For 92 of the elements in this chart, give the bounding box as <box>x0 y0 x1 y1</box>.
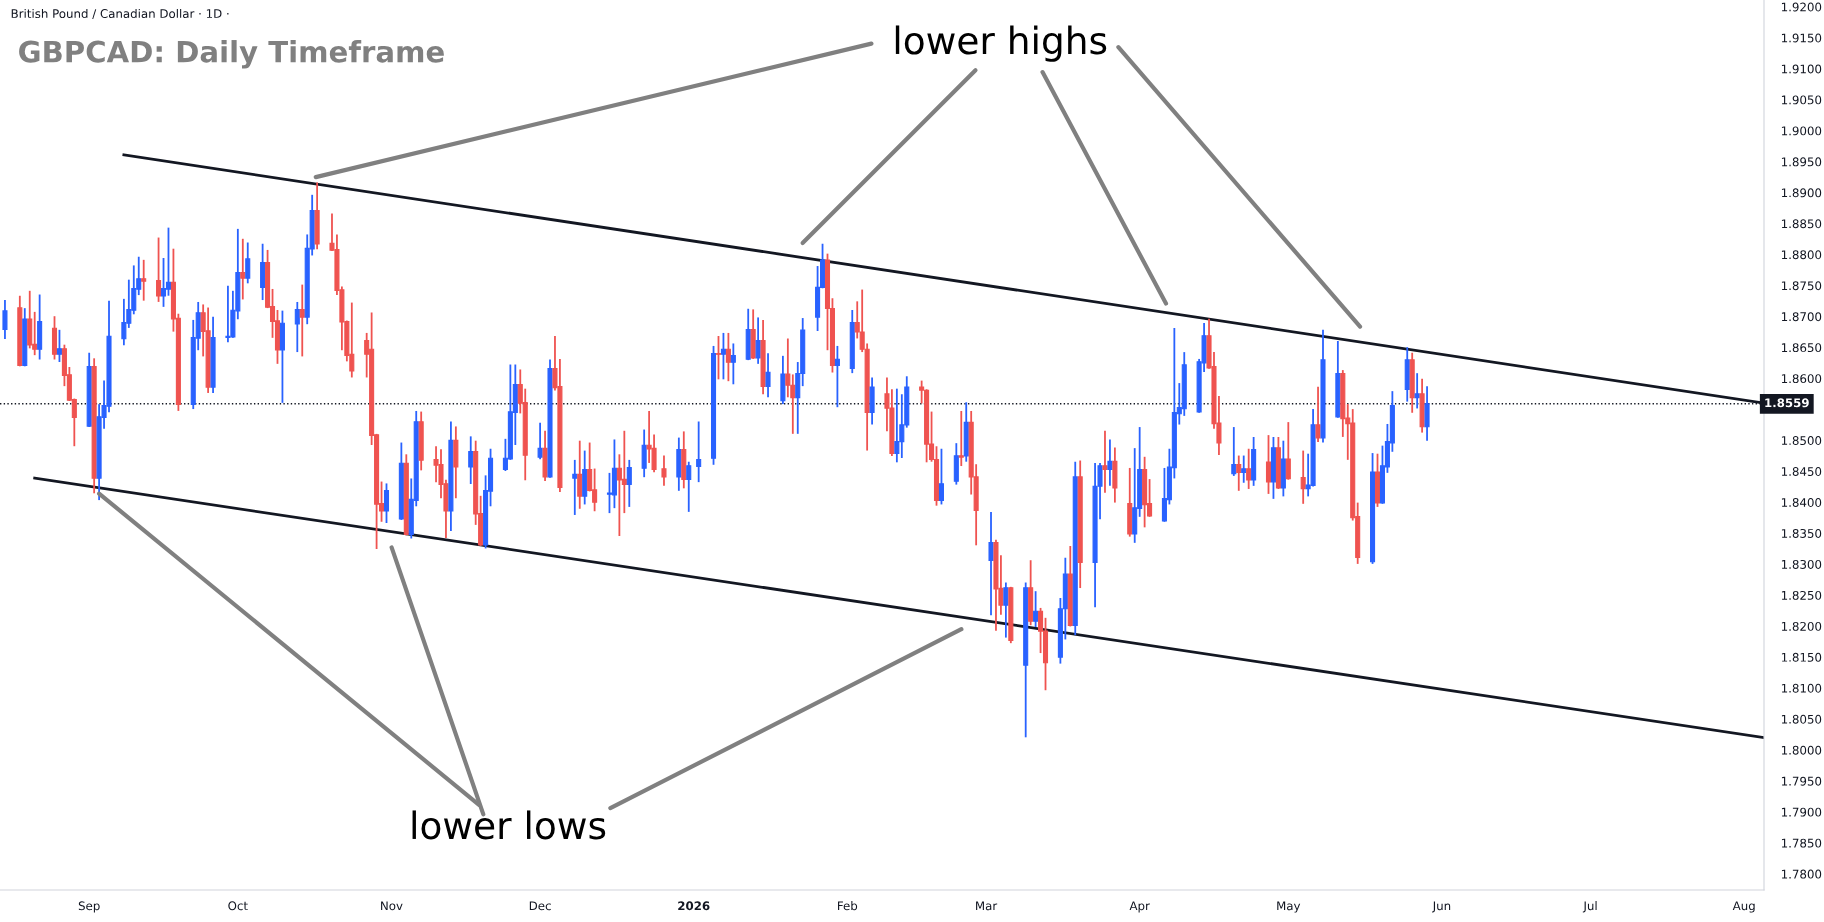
candlestick <box>240 238 246 300</box>
candlestick <box>834 345 840 408</box>
y-tick-label: 1.7850 <box>1781 838 1822 848</box>
y-tick-label: 1.8700 <box>1781 312 1822 322</box>
candlestick <box>958 410 964 467</box>
candlestick <box>1107 439 1113 486</box>
candlestick <box>1003 582 1009 638</box>
y-tick-label: 1.8250 <box>1781 590 1822 600</box>
candlestick <box>938 448 944 505</box>
y-tick-label: 1.9100 <box>1781 64 1822 74</box>
candlestick <box>988 511 994 616</box>
y-tick-label: 1.8300 <box>1781 559 1822 569</box>
candlestick <box>720 332 726 380</box>
candlestick <box>765 353 771 398</box>
candlestick <box>661 455 667 486</box>
y-tick-label: 1.9050 <box>1781 95 1822 105</box>
y-tick-label: 1.8600 <box>1781 374 1822 384</box>
candlestick <box>785 338 791 398</box>
candlestick <box>1231 427 1237 476</box>
y-tick-label: 1.8150 <box>1781 652 1822 662</box>
candlestick <box>572 459 578 515</box>
x-tick-label: Oct <box>228 901 248 911</box>
y-tick-label: 1.8450 <box>1781 467 1822 476</box>
candlestick <box>725 332 731 382</box>
candlestick <box>156 237 162 302</box>
candlestick <box>245 242 251 284</box>
candlestick <box>641 429 647 478</box>
candlestick <box>165 227 172 296</box>
candlestick <box>696 421 702 483</box>
x-tick-label: Mar <box>976 901 998 911</box>
x-tick-label: Dec <box>529 901 551 911</box>
candlestick <box>1102 430 1108 493</box>
x-tick-label: Apr <box>1129 901 1150 913</box>
candlestick <box>621 430 627 514</box>
x-tick-label: Feb <box>838 901 858 911</box>
y-tick-label: 1.8350 <box>1781 528 1822 538</box>
y-tick-label: 1.9150 <box>1781 33 1822 43</box>
candlestick <box>299 284 305 357</box>
candlestick <box>1285 422 1291 480</box>
y-tick-label: 1.8950 <box>1781 157 1822 167</box>
y-tick-label: 1.7950 <box>1781 776 1822 786</box>
candlestick <box>686 461 692 512</box>
candlestick <box>56 329 62 362</box>
text: GBPCAD: Daily Timeframe <box>19 40 444 69</box>
annotation: lower highs <box>895 25 1107 62</box>
x-tick-label: Sep <box>78 901 100 913</box>
candlestick <box>626 459 632 507</box>
y-tick-label: 1.8800 <box>1781 250 1822 260</box>
candlestick <box>537 422 543 460</box>
candlestick <box>1236 455 1242 491</box>
candlestick <box>160 257 167 307</box>
candlestick <box>894 388 900 463</box>
annotation: lower lows <box>412 810 606 840</box>
y-tick-label: 1.8750 <box>1781 281 1822 291</box>
candlestick <box>1033 591 1039 628</box>
candlestick <box>2 300 8 340</box>
candlestick <box>383 483 390 524</box>
y-tick-label: 1.8200 <box>1781 621 1822 631</box>
y-tick-label: 1.8650 <box>1781 343 1822 353</box>
candlestick <box>755 317 761 364</box>
candlestick <box>1300 450 1306 504</box>
y-tick-label: 1.8400 <box>1781 498 1822 507</box>
y-tick-label: 1.7900 <box>1781 807 1822 817</box>
x-tick-label: May <box>1277 901 1301 913</box>
candlestick <box>606 472 613 514</box>
candlestick <box>1315 386 1321 442</box>
candlestick <box>1241 455 1247 483</box>
candlestick <box>468 436 474 484</box>
y-tick-label: 1.8100 <box>1781 683 1822 693</box>
ref-line-label: 1.8559 <box>1765 398 1809 408</box>
x-tick-label: 2026 <box>678 901 710 911</box>
x-tick-label: Nov <box>381 901 403 911</box>
candlestick <box>1265 435 1272 494</box>
x-tick-label: Aug <box>1732 901 1755 913</box>
x-tick-label: Jun <box>1432 901 1451 913</box>
y-tick-label: 1.8000 <box>1781 745 1822 755</box>
y-tick-label: 1.9000 <box>1781 126 1822 136</box>
candlestick <box>294 301 300 353</box>
candlestick <box>1246 448 1252 489</box>
y-tick-label: 1.7800 <box>1781 869 1822 879</box>
candlestick <box>730 343 736 385</box>
y-tick-label: 1.8850 <box>1781 219 1822 229</box>
y-tick-label: 1.8500 <box>1781 436 1822 446</box>
y-tick-label: 1.9200 <box>1781 2 1822 12</box>
text: British Pound / Canadian Dollar · 1D · <box>11 8 229 19</box>
candlestick <box>577 440 583 509</box>
candlestick <box>715 336 722 380</box>
y-tick-label: 1.8050 <box>1781 714 1822 724</box>
candlestick <box>141 259 147 301</box>
y-tick-label: 1.8900 <box>1781 188 1822 198</box>
x-tick-label: Jul <box>1582 901 1597 913</box>
candlestick <box>1424 386 1430 441</box>
